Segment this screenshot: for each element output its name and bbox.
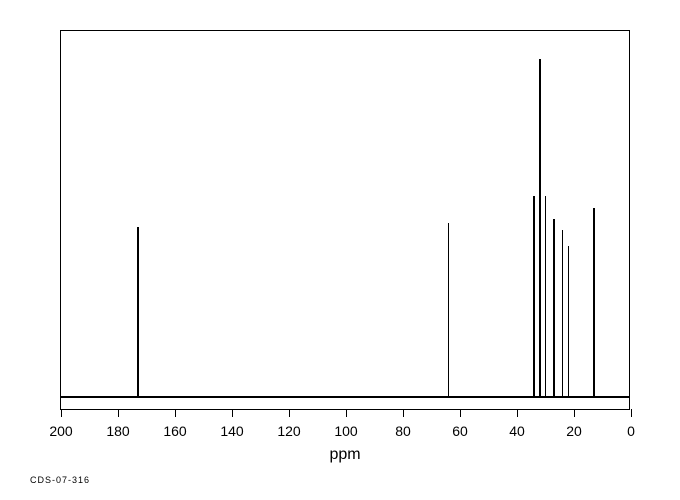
- spectrum-peak: [562, 230, 564, 397]
- x-tick: [175, 409, 176, 417]
- x-tick-label: 60: [452, 423, 468, 439]
- x-tick: [346, 409, 347, 417]
- x-tick-label: 80: [395, 423, 411, 439]
- spectrum-peak: [568, 246, 570, 398]
- spectrum-peak: [593, 208, 595, 398]
- x-tick: [460, 409, 461, 417]
- spectrum-peak: [539, 59, 541, 397]
- x-axis-label: ppm: [329, 446, 360, 464]
- x-tick: [574, 409, 575, 417]
- x-tick-label: 120: [277, 423, 300, 439]
- x-tick-label: 140: [220, 423, 243, 439]
- x-tick-label: 0: [627, 423, 635, 439]
- plot-area: [61, 31, 629, 409]
- x-tick-label: 160: [163, 423, 186, 439]
- x-tick: [61, 409, 62, 417]
- x-tick-label: 100: [334, 423, 357, 439]
- x-tick: [232, 409, 233, 417]
- x-tick: [289, 409, 290, 417]
- spectrum-peak: [553, 219, 555, 398]
- x-tick-label: 20: [566, 423, 582, 439]
- spectrum-peak: [533, 196, 535, 397]
- footer-code: CDS-07-316: [30, 475, 90, 485]
- x-tick-label: 40: [509, 423, 525, 439]
- spectrum-chart: 200180160140120100806040200 ppm: [60, 30, 630, 410]
- spectrum-peak: [137, 227, 139, 398]
- spectrum-peak: [545, 196, 547, 397]
- x-tick-label: 200: [49, 423, 72, 439]
- x-tick-label: 180: [106, 423, 129, 439]
- x-tick: [517, 409, 518, 417]
- x-tick: [118, 409, 119, 417]
- x-tick: [631, 409, 632, 417]
- x-tick: [403, 409, 404, 417]
- spectrum-peak: [448, 223, 450, 398]
